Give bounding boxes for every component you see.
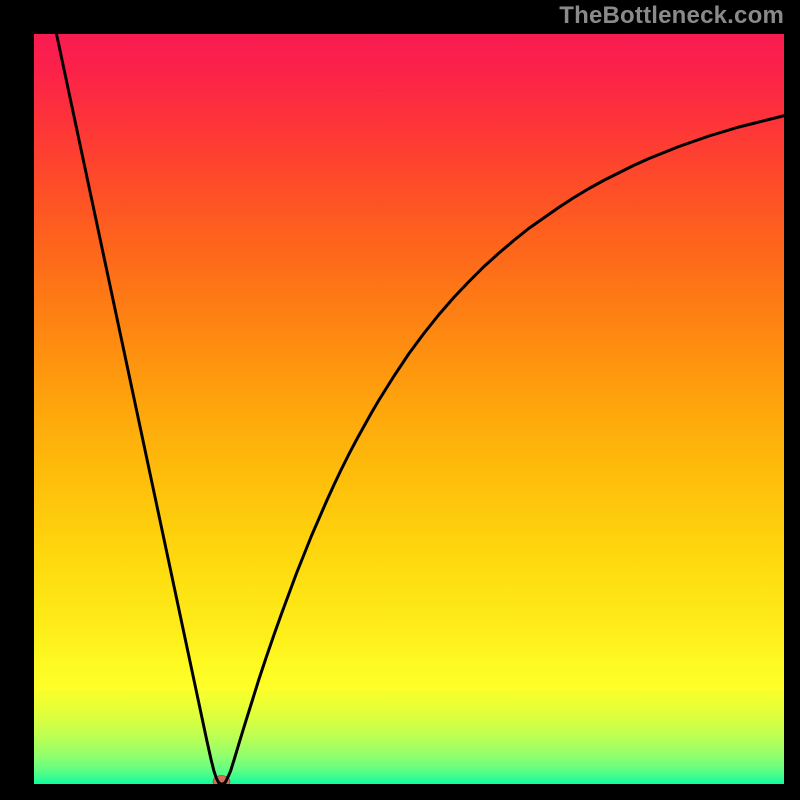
bottleneck-curve-plot: [34, 34, 784, 784]
gradient-background: [34, 34, 784, 784]
watermark-text: TheBottleneck.com: [559, 2, 784, 30]
chart-canvas: TheBottleneck.com: [0, 0, 800, 800]
